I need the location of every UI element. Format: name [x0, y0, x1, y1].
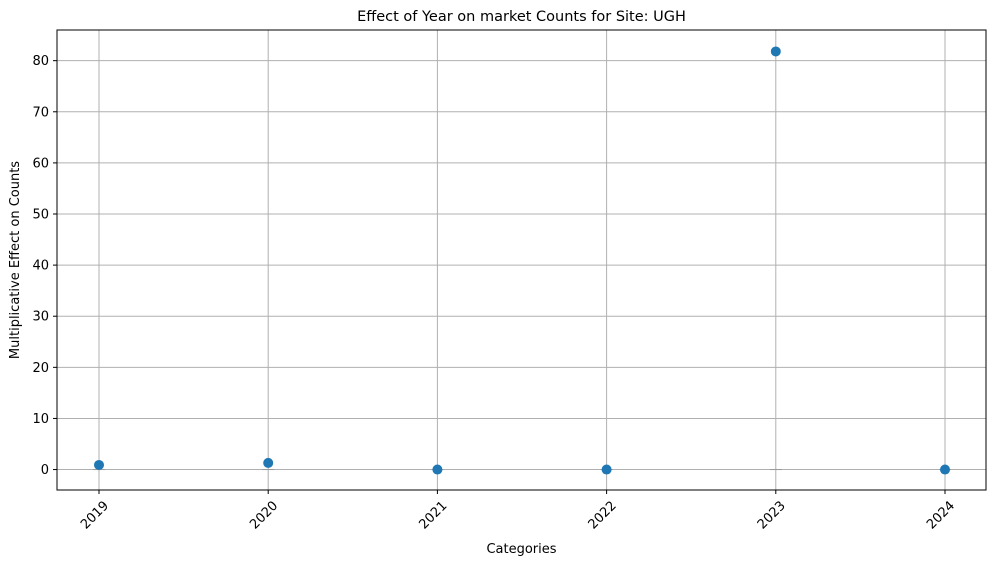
x-tick-label: 2022 [586, 498, 620, 532]
data-point [94, 459, 104, 470]
grid-layer [57, 30, 986, 490]
y-tick-label: 80 [32, 54, 49, 69]
y-tick-label: 0 [41, 463, 49, 478]
x-tick-label: 2024 [924, 498, 958, 532]
y-tick-label: 60 [32, 156, 49, 171]
y-tick-label: 70 [32, 105, 49, 120]
ticks-layer: 0 10 20 30 40 50 60 70 80 2019 2020 2021 2022 2023 202… [32, 54, 958, 532]
x-tick-label: 2020 [247, 498, 281, 532]
data-point [263, 457, 274, 468]
data-point [601, 464, 612, 475]
data-point [770, 46, 781, 57]
data-point [940, 464, 950, 475]
y-tick-label: 20 [32, 361, 49, 376]
y-tick-label: 40 [32, 259, 49, 274]
y-tick-label: 10 [32, 412, 49, 427]
y-tick-label: 50 [32, 208, 49, 223]
points-layer [94, 46, 950, 475]
x-axis-title: Categories [486, 542, 556, 557]
plot-frame [56, 29, 987, 491]
x-tick-label: 2019 [78, 498, 112, 532]
y-tick-label: 30 [32, 310, 49, 325]
x-tick-label: 2023 [755, 498, 789, 532]
chart-title: Effect of Year on market Counts for Site… [357, 9, 686, 25]
x-tick-label: 2021 [416, 498, 450, 532]
y-axis-title: Multiplicative Effect on Counts [8, 161, 23, 359]
data-point [432, 464, 443, 475]
